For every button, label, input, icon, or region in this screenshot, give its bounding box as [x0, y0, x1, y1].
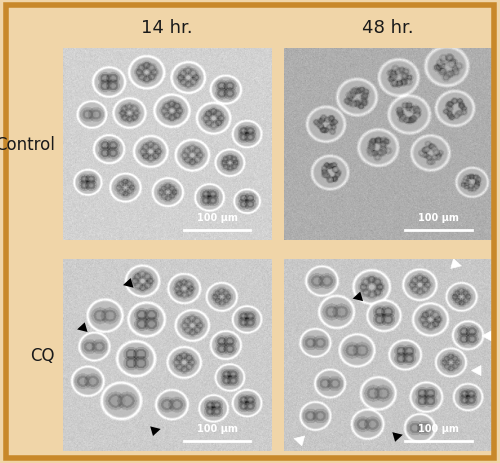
- Polygon shape: [482, 331, 492, 341]
- Polygon shape: [150, 426, 160, 436]
- Text: Control: Control: [0, 136, 55, 154]
- Text: 100 μm: 100 μm: [418, 213, 459, 223]
- Polygon shape: [352, 292, 363, 301]
- Text: 48 hr.: 48 hr.: [362, 19, 414, 37]
- Polygon shape: [294, 436, 304, 446]
- Polygon shape: [451, 259, 461, 269]
- Text: 14 hr.: 14 hr.: [141, 19, 193, 37]
- Text: CQ: CQ: [30, 346, 55, 364]
- Text: 100 μm: 100 μm: [418, 423, 459, 433]
- Text: 100 μm: 100 μm: [196, 213, 237, 223]
- Polygon shape: [472, 366, 481, 375]
- Polygon shape: [392, 432, 403, 442]
- Polygon shape: [123, 278, 134, 288]
- Polygon shape: [77, 323, 88, 332]
- Text: 100 μm: 100 μm: [196, 423, 237, 433]
